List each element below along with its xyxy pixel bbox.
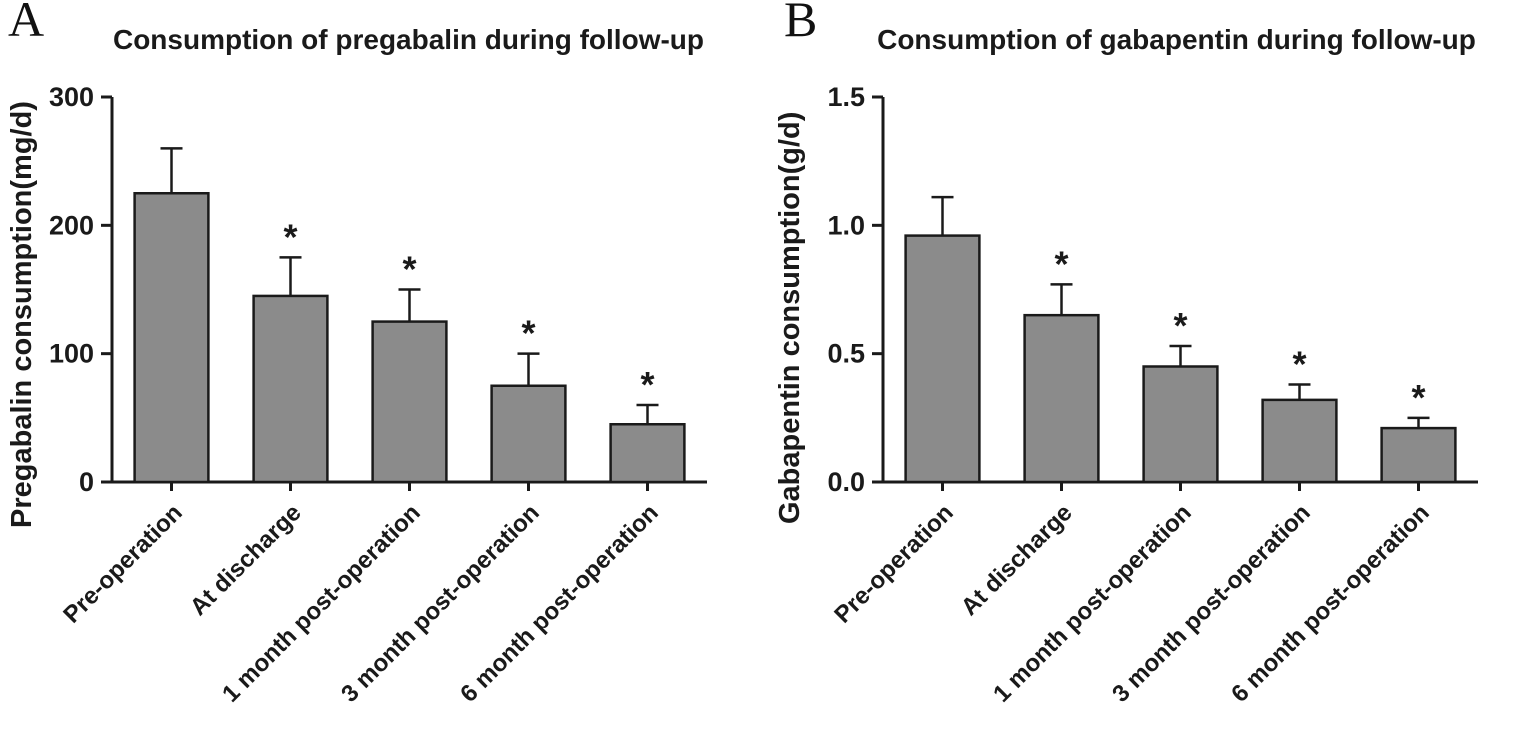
bar xyxy=(609,423,686,484)
bar xyxy=(490,384,567,484)
significance-star: * xyxy=(1173,305,1187,346)
x-category-label: 1 month post-operation xyxy=(988,499,1197,708)
bar xyxy=(1261,398,1338,484)
x-category-label: At discharge xyxy=(956,499,1078,621)
y-tick-label: 100 xyxy=(49,339,94,369)
bar xyxy=(1023,313,1100,484)
x-category-label: 3 month post-operation xyxy=(336,499,545,708)
panel-label-a: A xyxy=(8,0,45,47)
bar xyxy=(1142,365,1219,484)
y-tick-label: 0.5 xyxy=(827,339,865,369)
significance-star: * xyxy=(1411,377,1425,418)
y-tick-label: 1.5 xyxy=(827,82,865,112)
bar xyxy=(1380,426,1457,484)
significance-star: * xyxy=(283,216,297,257)
x-category-label: Pre-operation xyxy=(58,499,187,628)
x-category-label: 6 month post-operation xyxy=(1226,499,1435,708)
y-tick-label: 1.0 xyxy=(827,210,865,240)
x-category-label: Pre-operation xyxy=(829,499,958,628)
bar xyxy=(133,192,210,484)
panel-gabapentin: B Consumption of gabapentin during follo… xyxy=(768,0,1535,734)
pregabalin-bar-chart: 0 100 200 300 Pre-operation * At discharge * 1 m… xyxy=(49,82,707,708)
x-category-label: At discharge xyxy=(185,499,307,621)
y-tick-label: 0.0 xyxy=(827,467,865,497)
significance-star: * xyxy=(1054,243,1068,284)
x-category-label: 3 month post-operation xyxy=(1107,499,1316,708)
panel-label-b: B xyxy=(784,0,818,47)
significance-star: * xyxy=(521,313,535,354)
y-tick-label: 200 xyxy=(49,210,94,240)
panel-pregabalin: A Consumption of pregabalin during follo… xyxy=(0,0,767,734)
significance-star: * xyxy=(1292,343,1306,384)
bar xyxy=(371,320,448,484)
x-category-label: 6 month post-operation xyxy=(455,499,664,708)
chart-title-pregabalin: Consumption of pregabalin during follow-… xyxy=(112,24,705,55)
significance-star: * xyxy=(640,364,654,405)
y-tick-label: 0 xyxy=(79,467,94,497)
chart-title-gabapentin: Consumption of gabapentin during follow-… xyxy=(877,24,1476,55)
x-category-label: 1 month post-operation xyxy=(217,499,426,708)
significance-star: * xyxy=(402,249,416,290)
y-tick-label: 300 xyxy=(49,82,94,112)
bar xyxy=(904,234,981,484)
gabapentin-bar-chart: 0.0 0.5 1.0 1.5 Pre-operation * At discharge * 1… xyxy=(827,82,1478,708)
bar xyxy=(252,294,329,484)
